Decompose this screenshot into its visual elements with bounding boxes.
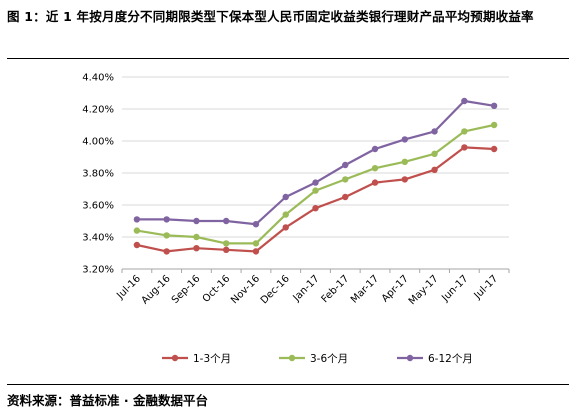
x-tick-label: Mar-17	[349, 273, 381, 305]
legend-label: 3-6个月	[310, 353, 348, 365]
data-point	[461, 97, 468, 105]
legend-label: 1-3个月	[193, 353, 231, 365]
x-tick-label: Aug-16	[140, 273, 173, 306]
data-point	[312, 179, 319, 186]
x-tick-label: Jul-17	[472, 273, 501, 302]
x-tick-label: Dec-16	[259, 273, 292, 306]
y-tick-label: 4.20%	[82, 105, 114, 116]
x-tick-label: Jul-16	[114, 273, 143, 302]
data-point	[461, 128, 468, 135]
data-point	[133, 227, 141, 234]
data-point	[401, 136, 409, 143]
data-point	[371, 145, 379, 153]
data-point	[401, 158, 409, 165]
y-tick-label: 3.40%	[82, 233, 114, 244]
x-tick-label: Jun-17	[439, 273, 470, 304]
data-point	[133, 216, 141, 223]
x-tick-label: Nov-16	[229, 273, 262, 306]
x-tick-label: Feb-17	[320, 273, 352, 305]
data-point	[342, 176, 349, 183]
y-tick-label: 3.60%	[82, 201, 114, 212]
data-point	[252, 248, 260, 255]
y-tick-label: 4.00%	[82, 137, 114, 148]
data-point	[312, 205, 319, 212]
title-divider	[7, 58, 569, 59]
data-point	[222, 246, 230, 253]
data-point	[431, 150, 438, 157]
legend-swatch-marker	[171, 354, 179, 362]
data-point	[163, 248, 170, 255]
y-tick-label: 3.80%	[82, 169, 114, 180]
legend-label: 6-12个月	[428, 353, 473, 365]
legend-swatch-marker	[406, 354, 414, 362]
data-point	[133, 241, 141, 249]
data-point	[282, 193, 289, 201]
source-note: 资料来源：普益标准 · 金融数据平台	[7, 393, 208, 408]
data-point	[490, 145, 498, 153]
figure-title: 图 1：近 1 年按月度分不同期限类型下保本型人民币固定收益类银行理财产品平均预…	[7, 9, 534, 24]
data-point	[342, 193, 349, 201]
data-point	[282, 224, 289, 231]
y-tick-label: 4.40%	[82, 73, 114, 84]
data-point	[222, 240, 230, 247]
x-tick-label: Jan-17	[291, 273, 322, 304]
data-point	[193, 245, 200, 252]
data-point	[222, 217, 230, 225]
data-point	[193, 217, 200, 225]
data-point	[163, 232, 170, 239]
x-tick-label: Oct-16	[201, 273, 233, 305]
x-tick-label: May-17	[407, 273, 441, 307]
data-point	[252, 221, 260, 228]
data-point	[193, 233, 200, 241]
data-point	[252, 240, 260, 247]
data-point	[461, 144, 468, 151]
data-point	[490, 121, 498, 129]
x-tick-label: Sep-16	[170, 273, 203, 306]
data-point	[371, 165, 379, 172]
data-point	[163, 216, 170, 223]
data-point	[371, 179, 379, 186]
data-point	[401, 176, 409, 183]
data-point	[312, 187, 319, 194]
data-point	[490, 102, 498, 110]
y-tick-label: 3.20%	[82, 265, 114, 276]
source-divider	[7, 384, 569, 385]
data-point	[431, 166, 438, 173]
legend-swatch-marker	[288, 354, 296, 362]
data-point	[431, 128, 438, 135]
data-point	[342, 161, 349, 169]
data-point	[282, 211, 289, 218]
